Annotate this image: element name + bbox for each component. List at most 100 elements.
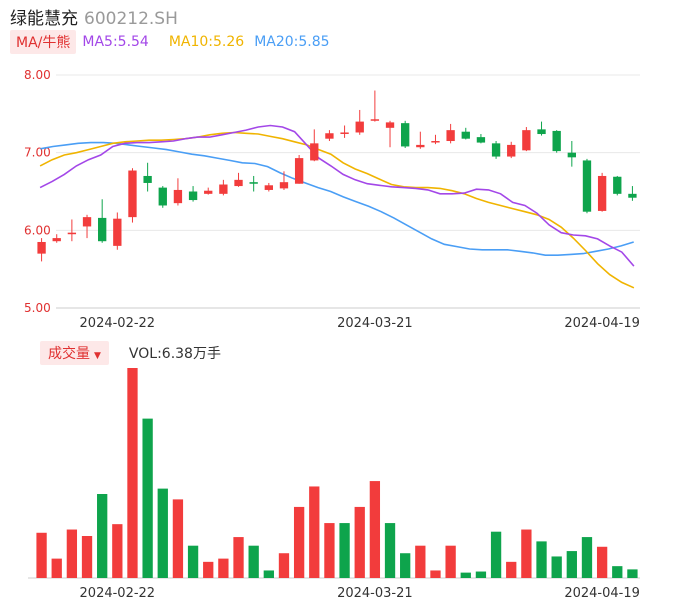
volume-bar: [157, 488, 168, 578]
volume-bar: [324, 523, 335, 578]
volume-bar: [384, 523, 396, 578]
volume-date-tick-label: 2024-04-19: [564, 586, 640, 601]
ma10-label: MA10:5.26: [168, 34, 245, 50]
candle-up: [67, 232, 77, 235]
ma10-line: [39, 131, 635, 289]
volume-value: VOL:6.38万手: [128, 346, 221, 362]
candle-up: [385, 122, 395, 128]
candle-down: [628, 193, 637, 198]
candle-down: [491, 143, 501, 157]
ma5-line: [39, 124, 635, 267]
ma-legend: MA/牛熊 MA5:5.54 MA10:5.26 MA20:5.85: [10, 30, 330, 54]
volume-bar: [612, 566, 623, 578]
volume-bar: [51, 558, 62, 578]
candle-down: [537, 129, 546, 135]
candle-up: [340, 132, 349, 134]
candle-up: [370, 119, 380, 121]
volume-bar: [430, 570, 441, 578]
volume-bar: [81, 536, 93, 578]
ma20-line: [40, 141, 634, 256]
candle-up: [264, 185, 273, 190]
candle-up: [325, 133, 334, 139]
volume-bar: [566, 551, 577, 578]
price-axis-tick-label: 8.00: [24, 68, 51, 82]
stock-header: 绿能慧充 600212.SH: [10, 4, 178, 29]
volume-bar: [445, 545, 456, 578]
price-axis-tick-label: 7.00: [24, 146, 51, 160]
volume-bar: [354, 506, 365, 578]
volume-bar: [112, 524, 123, 578]
volume-bar: [142, 418, 153, 578]
volume-bar: [506, 561, 517, 578]
volume-bar: [263, 570, 274, 578]
volume-bar: [97, 494, 108, 578]
candle-down: [461, 131, 470, 139]
volume-indicator-label: 成交量: [48, 346, 90, 362]
volume-bar: [536, 541, 547, 578]
volume-bar: [66, 529, 78, 578]
candle-up: [82, 217, 92, 227]
stock-name: 绿能慧充: [10, 9, 78, 29]
volume-bar: [172, 499, 184, 578]
ma20-label: MA20:5.85: [254, 34, 330, 50]
volume-bar: [369, 481, 381, 578]
candle-up: [416, 144, 425, 148]
candle-up: [310, 143, 319, 161]
candle-up: [355, 121, 364, 133]
volume-bar: [278, 553, 290, 578]
volume-legend: 成交量 ▼ VOL:6.38万手: [40, 341, 221, 365]
candle-up: [173, 189, 183, 204]
volume-bar: [475, 571, 487, 578]
volume-bar: [248, 545, 259, 578]
candle-down: [98, 217, 107, 242]
volume-bar: [127, 368, 138, 578]
candle-up: [446, 130, 455, 142]
candle-up: [234, 179, 243, 187]
candle-up: [52, 238, 61, 242]
volume-bar: [293, 506, 305, 578]
candle-down: [613, 176, 622, 194]
candle-up: [294, 158, 304, 184]
candle-up: [279, 182, 289, 189]
candle-down: [552, 130, 561, 152]
volume-bar: [218, 558, 229, 578]
price-axis-tick-label: 5.00: [24, 301, 51, 315]
volume-bar: [309, 486, 320, 578]
candle-down: [476, 137, 486, 143]
volume-bar: [233, 537, 244, 578]
candle-down: [158, 187, 167, 206]
candle-up: [507, 144, 516, 157]
candle-down: [249, 182, 258, 184]
volume-indicator-selector[interactable]: 成交量 ▼: [40, 341, 109, 365]
candle-down: [401, 123, 410, 147]
candle-up: [113, 218, 122, 246]
price-date-tick-label: 2024-03-21: [337, 316, 413, 331]
candle-up: [37, 241, 46, 254]
caret-down-icon: ▼: [94, 351, 101, 361]
volume-bar: [203, 561, 214, 578]
volume-bar: [339, 523, 350, 578]
candle-down: [582, 160, 592, 212]
volume-bar: [551, 556, 562, 578]
volume-bar: [521, 529, 532, 578]
ma-type-selector[interactable]: MA/牛熊: [10, 30, 77, 54]
volume-bar: [490, 531, 502, 578]
volume-bar: [460, 572, 471, 578]
volume-date-tick-label: 2024-03-21: [337, 586, 413, 601]
candle-up: [204, 190, 213, 194]
volume-bar: [596, 546, 608, 578]
candle-up: [522, 130, 531, 151]
stock-code: 600212.SH: [84, 9, 178, 29]
candle-down: [143, 175, 152, 183]
candle-down: [567, 152, 576, 158]
price-date-tick-label: 2024-02-22: [80, 316, 156, 331]
price-axis-tick-label: 6.00: [24, 223, 51, 237]
volume-bar: [400, 553, 411, 578]
candle-up: [219, 184, 228, 194]
candle-up: [128, 170, 137, 218]
volume-bar: [581, 537, 593, 578]
volume-bar: [187, 545, 199, 578]
price-date-tick-label: 2024-04-19: [564, 316, 640, 331]
ma5-label: MA5:5.54: [82, 34, 149, 50]
